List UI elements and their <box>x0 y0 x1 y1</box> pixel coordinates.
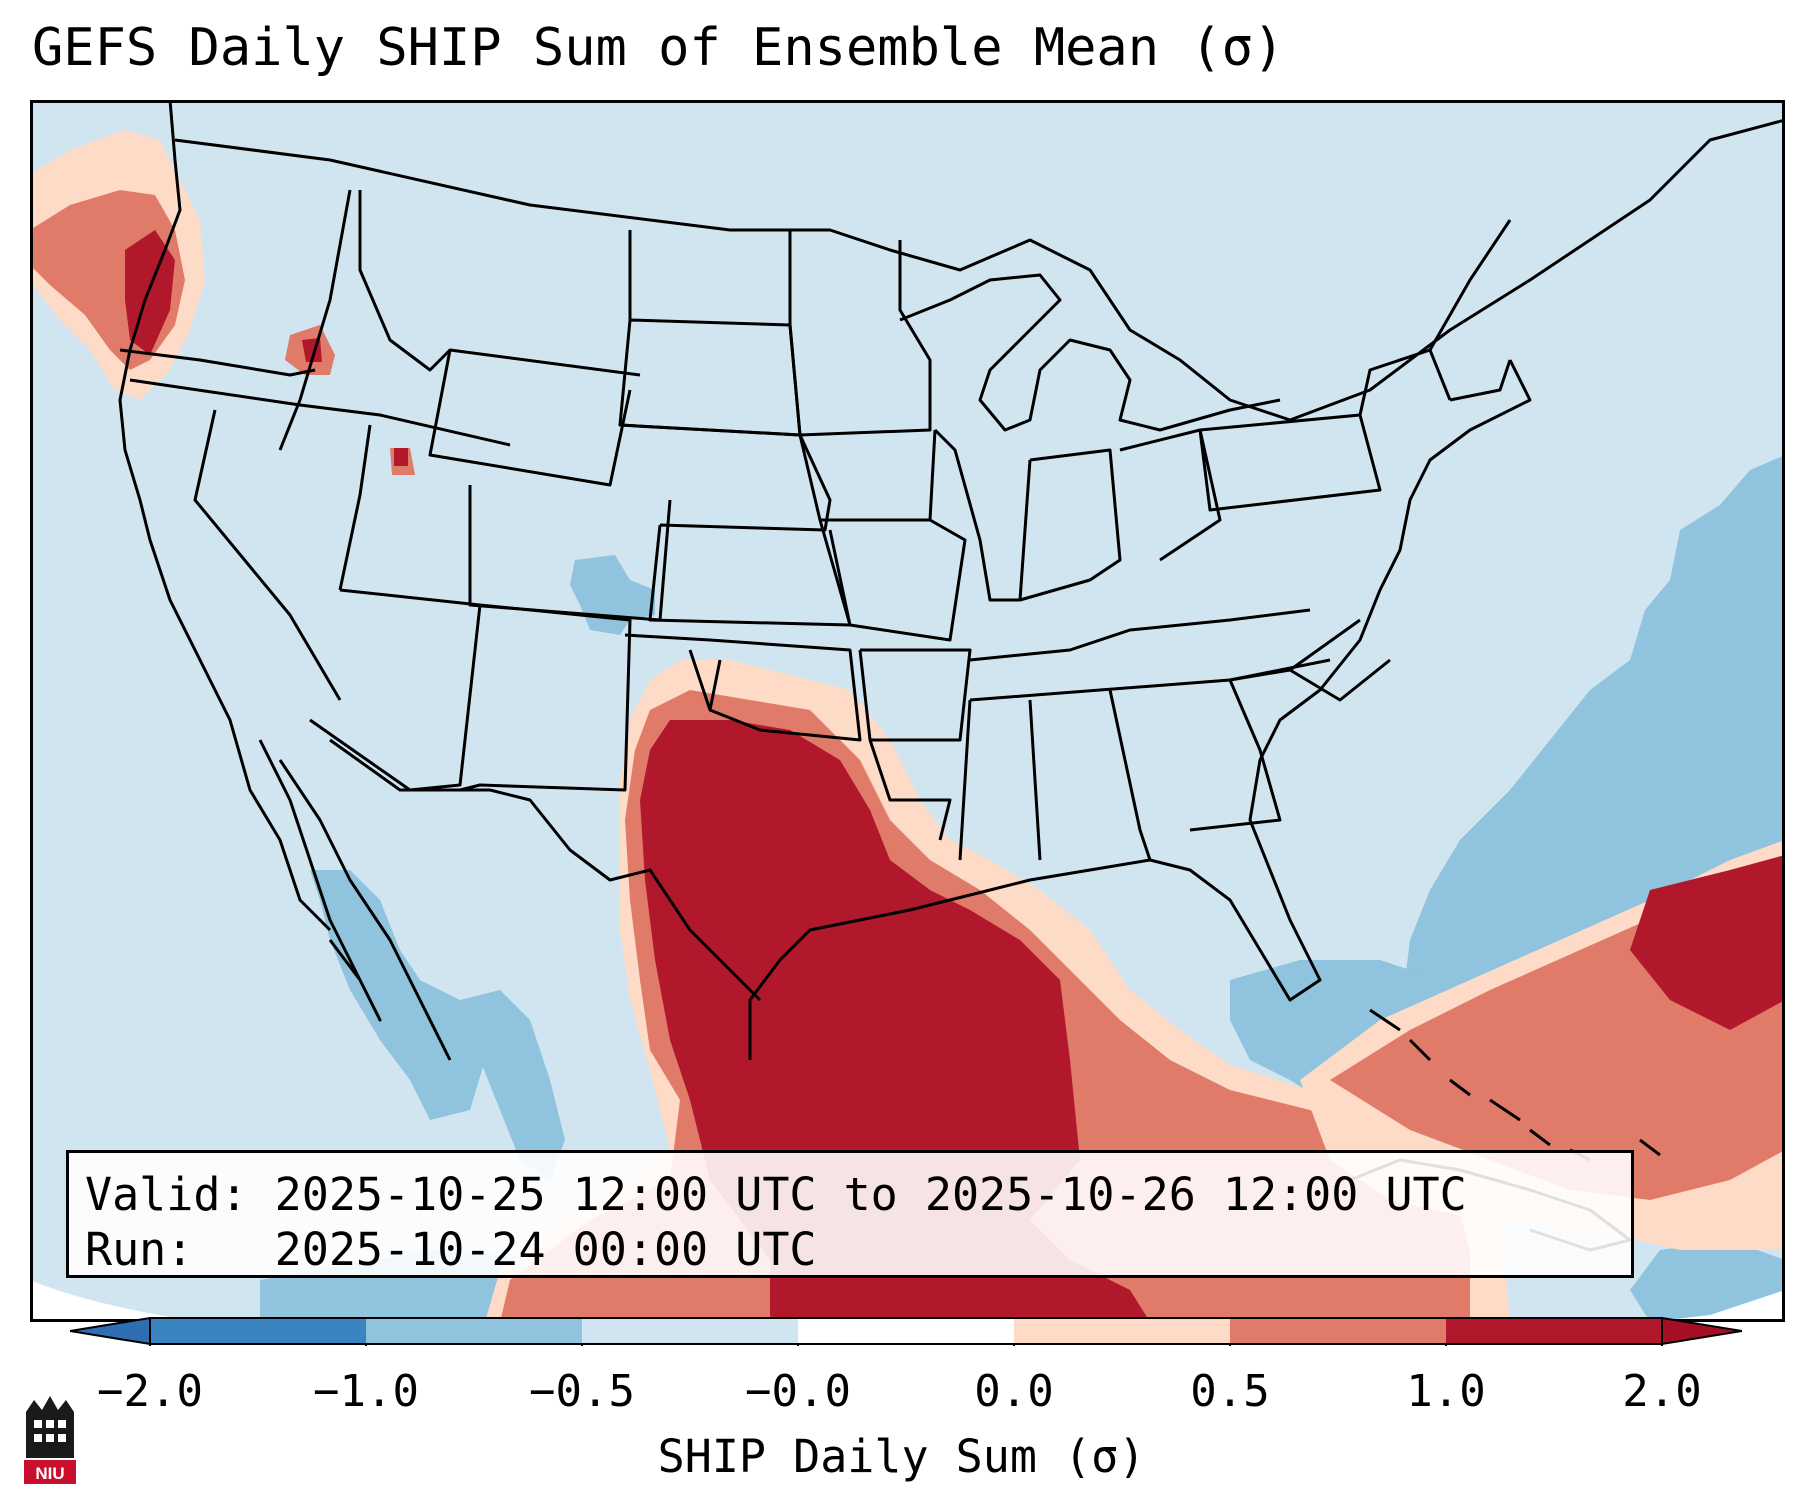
anomaly-atlantic-negative <box>1405 455 1785 1000</box>
colorbar-segment-6 <box>1230 1318 1446 1344</box>
border-wy <box>428 349 632 487</box>
anomaly-caribbean-negative <box>1630 1240 1785 1322</box>
border-idaho <box>278 189 352 451</box>
projection-edge-right <box>1650 1285 1785 1322</box>
border-wa-or <box>119 348 316 377</box>
border-mn-ia-mo <box>788 230 967 642</box>
valid-value: 2025-10-25 12:00 UTC to 2025-10-26 12:00… <box>274 1168 1467 1221</box>
colorbar-segment-7 <box>1446 1318 1662 1344</box>
border-mt <box>358 190 641 377</box>
baja-california <box>258 739 382 1022</box>
colorbar-tick-label: −0.5 <box>529 1366 635 1417</box>
colorbar-segment-3 <box>582 1318 798 1344</box>
colorbar-tick-label: −0.0 <box>745 1366 851 1417</box>
us-east-coast <box>989 359 1532 1002</box>
colorbar-tick-label: 0.5 <box>1190 1366 1270 1417</box>
logo-text: NIU <box>35 1464 64 1483</box>
valid-label: Valid: <box>85 1168 248 1221</box>
mexico-border <box>329 738 762 1002</box>
colorbar-tick-label: 1.0 <box>1406 1366 1486 1417</box>
colorbar-tick-label: 0.0 <box>974 1366 1054 1417</box>
border-nv <box>193 409 342 701</box>
us-west-coast <box>118 100 332 932</box>
colorbar-tick-label: −1.0 <box>313 1366 419 1417</box>
run-label: Run: <box>85 1223 194 1276</box>
colorbar-extend-high <box>1661 1316 1742 1346</box>
border-ms-al-ga <box>958 679 1282 861</box>
map-panel <box>30 100 1785 1322</box>
border-nv-ut <box>338 424 372 591</box>
projection-edge-left <box>30 1280 200 1322</box>
border-ne-ks <box>619 423 852 627</box>
border-ar-la <box>858 648 972 841</box>
bahamas-islands <box>1369 1008 1661 1162</box>
niu-logo: NIU <box>24 1396 76 1484</box>
colorbar-label: SHIP Daily Sum (σ) <box>657 1430 1146 1483</box>
anomaly-bahamas-positive-strong <box>1630 855 1785 1030</box>
logo-badge <box>24 1460 76 1484</box>
colorbar <box>70 1316 1742 1346</box>
run-value: 2025-10-24 00:00 UTC <box>274 1223 817 1276</box>
run-line: Run: 2025-10-24 00:00 UTC <box>85 1222 1615 1277</box>
canada-border <box>174 118 1785 422</box>
border-az-nm <box>309 588 482 792</box>
border-ok-tx <box>624 633 862 742</box>
border-nm <box>459 603 632 792</box>
colorbar-extend-low <box>70 1316 151 1346</box>
border-or-ca <box>129 378 511 447</box>
colorbar-segment-1 <box>150 1318 366 1344</box>
border-new-england <box>1428 219 1512 402</box>
border-carolinas <box>1229 618 1391 702</box>
validity-info-box: Valid: 2025-10-25 12:00 UTC to 2025-10-2… <box>66 1150 1634 1278</box>
great-lakes <box>899 273 1281 432</box>
valid-line: Valid: 2025-10-25 12:00 UTC to 2025-10-2… <box>85 1167 1615 1222</box>
chart-title: GEFS Daily SHIP Sum of Ensemble Mean (σ) <box>32 18 1285 78</box>
colorbar-frame <box>149 1317 1663 1345</box>
colorbar-tick-label: 2.0 <box>1622 1366 1702 1417</box>
anomaly-sierra-madre-negative <box>460 990 565 1180</box>
colorbar-segment-2 <box>366 1318 582 1344</box>
colorbar-segment-5 <box>1014 1318 1230 1344</box>
colorbar-tick-label: −2.0 <box>97 1366 203 1417</box>
anomaly-utah-positive-strong <box>394 448 408 466</box>
mexico-west-coast <box>278 759 452 1061</box>
colorbar-tick-marks <box>149 1344 1663 1346</box>
state-boundaries <box>118 100 1785 1252</box>
anomaly-baja-negative <box>310 870 485 1120</box>
colorbar-segment-4 <box>798 1318 1014 1344</box>
border-pa-ny <box>1198 348 1452 512</box>
border-il-in-oh <box>933 428 1222 602</box>
border-ky-tn <box>969 608 1331 702</box>
